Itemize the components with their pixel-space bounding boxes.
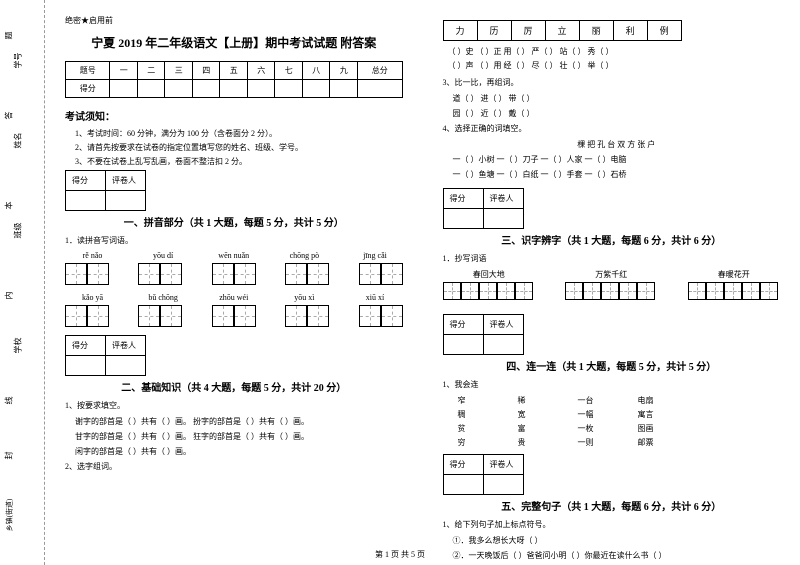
margin-mark: 本	[4, 202, 15, 210]
th: 二	[137, 62, 165, 80]
margin-mark: 答	[4, 112, 15, 120]
char-select-table: 力 历 厉 立 丽 利 例	[443, 20, 682, 41]
th: 一	[110, 62, 138, 80]
fill-blank: 道（ ） 进（ ） 带（ ）	[443, 93, 781, 104]
fill-blank: 园（ ） 近（ ） 戴（ ）	[443, 108, 781, 119]
notice-item: 1、考试时间：60 分钟，满分为 100 分（含卷面分 2 分）。	[65, 128, 403, 139]
word-bank: 棵 把 孔 台 双 方 张 户	[443, 139, 781, 150]
score-entry-box: 得分评卷人	[65, 335, 146, 376]
fill-blank: 闲字的部首是（ ）共有（ ）画。	[65, 446, 403, 457]
section-5-title: 五、完整句子（共 1 大题，每题 6 分，共计 6 分）	[443, 498, 781, 513]
section-3-title: 三、识字辨字（共 1 大题，每题 6 分，共计 6 分）	[443, 232, 781, 247]
left-column: 绝密★启用前 宁夏 2019 年二年级语文【上册】期中考试试题 附答案 题号 一…	[45, 0, 423, 565]
th: 六	[247, 62, 275, 80]
fill-blank: 一（ ）鱼塘 一（ ）白纸 一（ ）手套 一（ ）石桥	[443, 169, 781, 180]
char-grid-row	[65, 263, 403, 285]
th: 四	[192, 62, 220, 80]
notice-title: 考试须知：	[65, 108, 403, 123]
question-text: 3、比一比，再组词。	[443, 77, 781, 88]
th: 九	[330, 62, 358, 80]
char-grid-row	[65, 305, 403, 327]
pinyin-row: rě nǎo yōu dí wēn nuǎn chōng pò jīng cǎi	[65, 251, 403, 260]
score-entry-box: 得分评卷人	[65, 170, 146, 211]
margin-label: 学校	[13, 338, 24, 354]
section-4-title: 四、连一连（共 1 大题，每题 5 分，共计 5 分）	[443, 358, 781, 373]
fill-row: （ ）史 （ ）正 用（ ） 严（ ） 站（ ） 秀（ ）	[443, 46, 781, 57]
question-text: 1．读拼音写词语。	[65, 235, 403, 246]
th: 七	[275, 62, 303, 80]
question-text: 4、选择正确的词填空。	[443, 123, 781, 134]
margin-mark: 内	[4, 292, 15, 300]
margin-mark: 线	[4, 397, 15, 405]
pinyin-row: kǎo yā bǔ chōng zhōu wéi yōu xì xiū xí	[65, 293, 403, 302]
margin-label: 乡镇(街道)	[4, 499, 14, 532]
section-2-title: 二、基础知识（共 4 大题，每题 5 分，共计 20 分）	[65, 379, 403, 394]
fill-blank: 谢字的部首是（ ）共有（ ）画。 扮字的部首是（ ）共有（ ）画。	[65, 416, 403, 427]
margin-mark: 封	[4, 452, 15, 460]
confidential-mark: 绝密★启用前	[65, 15, 403, 26]
th: 五	[220, 62, 248, 80]
th: 三	[165, 62, 193, 80]
score-entry-box: 得分评卷人	[443, 314, 524, 355]
fill-row: （ ）声 （ ）用 经（ ） 尽（ ） 壮（ ） 举（ ）	[443, 60, 781, 71]
margin-mark: 题	[4, 32, 15, 40]
fill-blank: 甘字的部首是（ ）共有（ ）画。 狂字的部首是（ ）共有（ ）画。	[65, 431, 403, 442]
notice-item: 2、请首先按要求在试卷的指定位置填写您的姓名、班级、学号。	[65, 142, 403, 153]
score-entry-box: 得分评卷人	[443, 454, 524, 495]
right-column: 力 历 厉 立 丽 利 例 （ ）史 （ ）正 用（ ） 严（ ） 站（ ） 秀…	[423, 0, 800, 565]
page-footer: 第 1 页 共 5 页	[0, 549, 800, 560]
notice-item: 3、不要在试卷上乱写乱画，卷面不整洁扣 2 分。	[65, 156, 403, 167]
exam-title: 宁夏 2019 年二年级语文【上册】期中考试试题 附答案	[65, 34, 403, 51]
margin-label: 班级	[13, 223, 24, 239]
margin-label: 学号	[13, 53, 24, 69]
th: 题号	[66, 62, 110, 80]
score-summary-table: 题号 一 二 三 四 五 六 七 八 九 总分 得分	[65, 61, 403, 98]
binding-margin: 题 学号 答 姓名 本 班级 内 学校 线 封 乡镇(街道)	[0, 0, 45, 565]
fill-blank: 一（ ）小树 一（ ）刀子 一（ ）人家 一（ ）电脑	[443, 154, 781, 165]
th: 八	[302, 62, 330, 80]
question-text: 2、选字组词。	[65, 461, 403, 472]
td: 得分	[66, 80, 110, 98]
margin-label: 姓名	[13, 133, 24, 149]
question-text: 1、我会连	[443, 379, 781, 390]
th: 总分	[357, 62, 402, 80]
score-entry-box: 得分评卷人	[443, 188, 524, 229]
copy-word-boxes: 春回大地 万紫千红 春暖花开	[443, 269, 781, 306]
question-text: 1、给下列句子加上标点符号。	[443, 519, 781, 530]
sentence-item: ①．我多么想长大呀（ ）	[443, 535, 781, 546]
section-1-title: 一、拼音部分（共 1 大题，每题 5 分，共计 5 分）	[65, 214, 403, 229]
question-text: 1、按要求填空。	[65, 400, 403, 411]
question-text: 1．抄写词语	[443, 253, 781, 264]
